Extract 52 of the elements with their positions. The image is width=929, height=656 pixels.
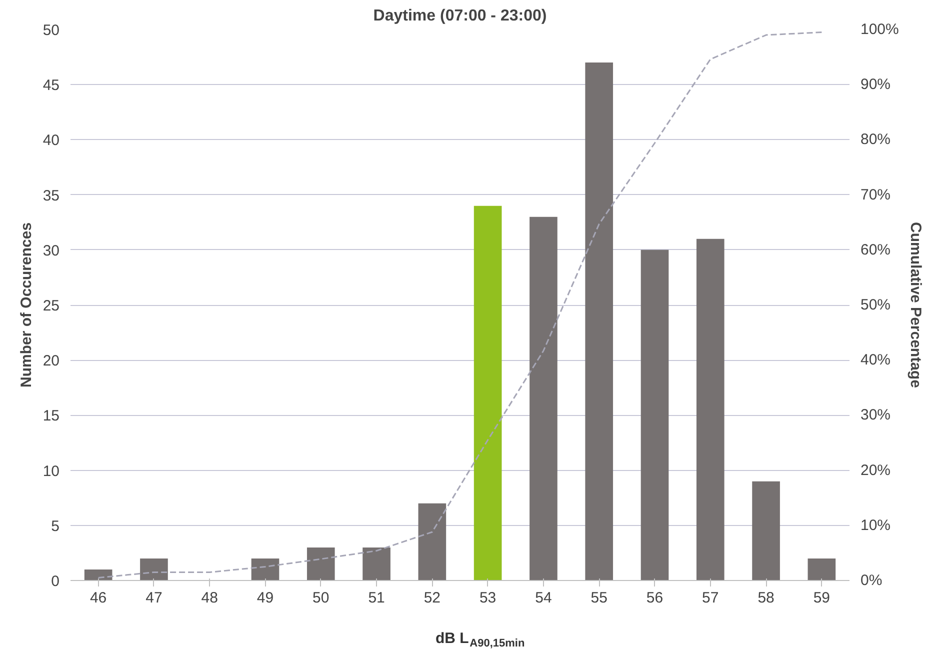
y-tick-label: 25 (42, 298, 60, 314)
x-tick-label: 55 (590, 590, 608, 606)
bar (362, 547, 390, 580)
x-tick-label: 48 (201, 590, 218, 606)
y2-tick-label: 0% (860, 572, 882, 589)
line-series (98, 32, 822, 578)
bar (306, 547, 335, 580)
x-tick-label: 58 (758, 590, 774, 606)
bar (140, 558, 168, 580)
bar (251, 558, 280, 580)
y2-axis-title: Cumulative Percentage (906, 222, 924, 388)
y-tick-label: 5 (51, 518, 60, 535)
y-axis-title: Number of Occurences (18, 222, 35, 388)
y2-tick-label: 10% (860, 516, 891, 534)
x-tick-label: 56 (646, 590, 664, 606)
bar (808, 558, 836, 580)
y-tick-label: 35 (42, 187, 60, 204)
x-tick-label: 50 (312, 590, 330, 606)
bar (585, 62, 614, 580)
bar (530, 216, 558, 580)
y-tick-label: 50 (42, 22, 60, 39)
y-tick-label: 20 (42, 352, 60, 370)
x-tick-label: 54 (535, 590, 552, 606)
x-tick-label: 46 (90, 590, 107, 606)
y-tick-label: 45 (42, 77, 60, 94)
y-tick-label: 40 (42, 132, 60, 150)
x-tick-label: 57 (702, 590, 719, 606)
y2-tick-label: 20% (860, 462, 891, 479)
bar (696, 238, 724, 580)
y2-tick-label: 100% (860, 21, 899, 38)
x-tick-label: 47 (146, 590, 162, 606)
y2-tick-label: 30% (860, 406, 891, 424)
x-tick-label: 51 (368, 590, 385, 606)
y-tick-label: 0 (51, 573, 60, 590)
y-tick-label: 10 (42, 462, 60, 480)
y2-tick-label: 50% (860, 296, 891, 314)
x-tick-label: 52 (424, 590, 441, 606)
x-tick-label: 49 (256, 590, 274, 606)
y-tick-label: 15 (42, 408, 60, 425)
bar (474, 206, 502, 580)
bar (640, 250, 669, 580)
x-tick-label: 53 (479, 590, 496, 606)
bar (418, 503, 446, 580)
x-tick-label: 59 (813, 590, 830, 606)
y2-tick-label: 70% (860, 186, 891, 204)
y-tick-label: 30 (42, 242, 60, 260)
y2-tick-label: 40% (860, 352, 891, 369)
y2-tick-label: 80% (860, 131, 891, 148)
y2-tick-label: 60% (860, 241, 891, 258)
chart-title: Daytime (07:00 - 23:00) (373, 8, 547, 24)
bar (752, 481, 780, 580)
y2-tick-label: 90% (860, 76, 891, 94)
